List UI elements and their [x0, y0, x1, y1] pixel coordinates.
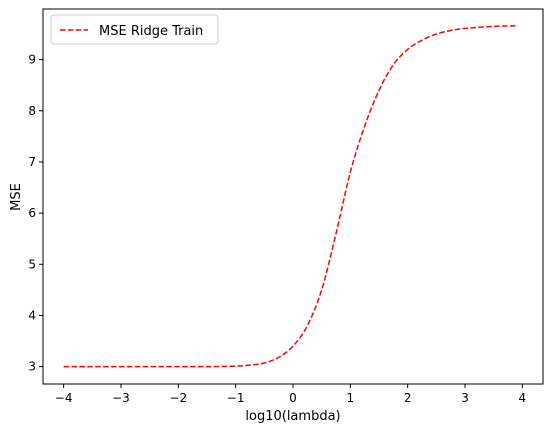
x-axis-ticks: −4 −3 −2 −1 0 1 2 3 4 — [55, 384, 526, 405]
x-tick-label: 3 — [461, 391, 469, 405]
x-tick-label: 0 — [289, 391, 297, 405]
x-tick-label: 4 — [519, 391, 527, 405]
y-tick-label: 6 — [28, 206, 36, 220]
legend-box — [50, 14, 219, 45]
series-line-mse-ridge-train — [63, 25, 518, 368]
y-tick-label: 9 — [28, 53, 36, 67]
y-axis-label: MSE — [9, 183, 24, 211]
x-tick-label: −3 — [112, 391, 130, 405]
x-tick-label: −2 — [169, 391, 187, 405]
y-tick-label: 7 — [28, 155, 36, 169]
y-tick-label: 4 — [28, 308, 36, 322]
y-axis-ticks: 3 4 5 6 7 8 9 — [28, 53, 43, 374]
plot-frame — [42, 8, 544, 385]
y-tick-label: 3 — [28, 360, 36, 374]
x-tick-label: 2 — [404, 391, 412, 405]
x-tick-label: −1 — [227, 391, 245, 405]
series-layer — [63, 25, 518, 368]
legend: MSE Ridge Train — [50, 14, 219, 45]
y-tick-label: 5 — [28, 257, 36, 271]
x-axis-label: log10(lambda) — [245, 409, 340, 424]
y-tick-label: 8 — [28, 104, 36, 118]
legend-label-mse-ridge-train: MSE Ridge Train — [99, 24, 203, 39]
x-tick-label: 1 — [347, 391, 355, 405]
x-tick-label: −4 — [55, 391, 73, 405]
